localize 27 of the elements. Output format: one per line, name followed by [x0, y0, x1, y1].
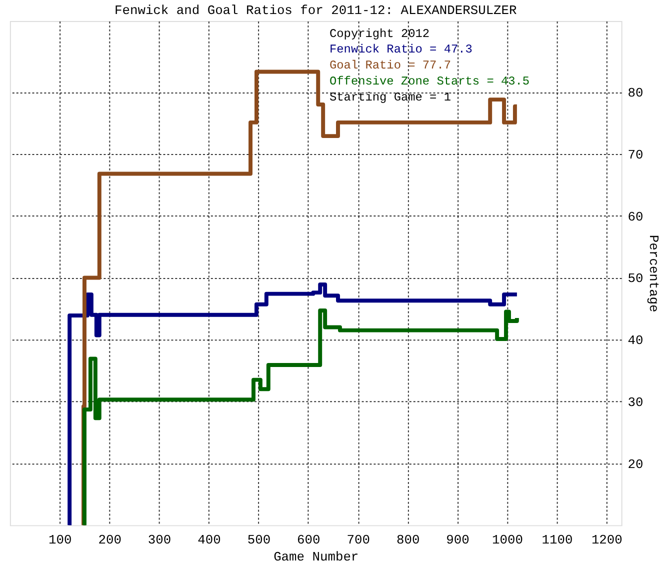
text: Fenwick Ratio = 47.3	[330, 42, 472, 57]
y-tick-label: 40	[628, 333, 644, 348]
chart-title: Fenwick and Goal Ratios for 2011-12: ALEXANDERSULZER	[114, 3, 518, 18]
x-axis-title: Game Number	[274, 549, 359, 564]
y-tick-label: 30	[628, 394, 644, 410]
x-tick-label: 1200	[591, 532, 622, 548]
x-tick-label: 700	[346, 532, 370, 548]
text: Offensive Zone Starts = 43.5	[330, 74, 530, 89]
y-tick-label: 70	[628, 147, 644, 162]
x-tick-label: 400	[198, 532, 221, 548]
series-label: Goal Ratio = 77.7	[330, 58, 451, 73]
x-tick-label: 100	[48, 532, 72, 548]
x-tick-label: 1100	[542, 532, 573, 548]
x-tick-label: 800	[396, 532, 420, 548]
x-tick-label: 200	[98, 532, 122, 548]
x-tick-label: 1000	[492, 532, 523, 548]
annotation: Copyright 2012	[330, 26, 430, 41]
y-tick-label: 50	[628, 271, 644, 286]
x-tick-label: 600	[297, 532, 320, 548]
y-tick-label: 80	[628, 86, 644, 101]
x-tick-label: 300	[148, 532, 172, 548]
annotation: Starting Game = 1	[330, 90, 451, 104]
y-tick-label: 60	[628, 209, 644, 224]
y-tick-label: 20	[628, 456, 644, 472]
x-tick-label: 500	[247, 532, 271, 548]
x-tick-label: 900	[446, 532, 470, 548]
y-axis-title: Percentage	[646, 234, 662, 312]
